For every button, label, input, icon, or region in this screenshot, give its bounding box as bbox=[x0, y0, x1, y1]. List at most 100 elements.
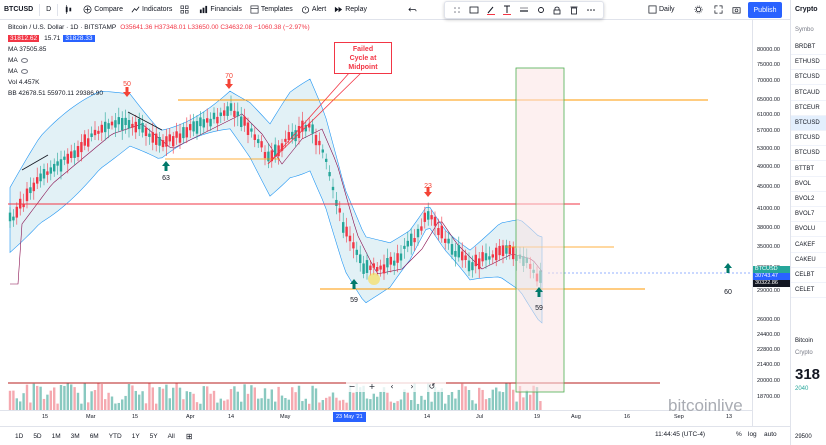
eye-icon[interactable] bbox=[20, 69, 28, 74]
interval-button[interactable]: D bbox=[46, 6, 52, 13]
legend-bb[interactable]: BB 42678.51 55970.11 29386.90 bbox=[8, 88, 268, 99]
templates-button[interactable]: Templates bbox=[246, 0, 297, 20]
range-1m[interactable]: 1M bbox=[51, 432, 61, 440]
range-5d[interactable]: 5D bbox=[33, 432, 42, 440]
trash-icon[interactable] bbox=[569, 5, 579, 15]
watchlist-item[interactable]: BTCUSD bbox=[791, 116, 826, 131]
time-axis[interactable]: 23 May '21 15 Mar 15 Apr 14 May 14 Jul 19 Aug 16 Se… bbox=[0, 410, 752, 426]
eye-icon[interactable] bbox=[20, 58, 28, 63]
volume-bar bbox=[138, 394, 141, 410]
legend-ma3[interactable]: MA bbox=[8, 66, 268, 77]
candle-body bbox=[216, 116, 219, 124]
range-all[interactable]: All bbox=[167, 432, 175, 440]
watchlist-item[interactable]: CAKEU bbox=[791, 253, 826, 268]
reset-icon[interactable]: ↺ bbox=[429, 382, 436, 391]
more-icon[interactable] bbox=[586, 5, 596, 15]
candle-body bbox=[253, 134, 256, 140]
watchlist-item[interactable]: BTCEUR bbox=[791, 101, 826, 116]
candle-body bbox=[450, 244, 454, 255]
range-1y[interactable]: 1Y bbox=[131, 432, 140, 440]
line-width-icon[interactable] bbox=[519, 5, 529, 15]
candle-body bbox=[481, 252, 484, 262]
candle-body bbox=[321, 149, 324, 153]
template-icon[interactable] bbox=[469, 5, 479, 15]
settings-button[interactable] bbox=[690, 0, 709, 20]
watchlist-item[interactable]: BTTBT bbox=[791, 162, 826, 177]
watchlist-title[interactable]: Crypto bbox=[795, 6, 818, 13]
watchlist-item[interactable]: BVOL2 bbox=[791, 192, 826, 207]
candle-body bbox=[342, 222, 345, 233]
buy-price[interactable]: 31828.33 bbox=[63, 35, 95, 42]
layout-dropdown[interactable]: Daily bbox=[644, 0, 679, 20]
snapshot-button[interactable] bbox=[728, 0, 747, 20]
candle-body bbox=[151, 132, 154, 143]
watchlist-item[interactable]: BTCUSD bbox=[791, 146, 826, 162]
replay-button[interactable]: Replay bbox=[330, 0, 371, 20]
publish-button[interactable]: Publish bbox=[748, 2, 782, 18]
range-3m[interactable]: 3M bbox=[70, 432, 80, 440]
failed-cycle-annotation[interactable]: Failed Cycle at Midpoint bbox=[334, 42, 392, 74]
zoom-out-icon[interactable]: − bbox=[349, 382, 356, 391]
drag-handle-icon[interactable] bbox=[452, 5, 462, 15]
line-color-icon[interactable] bbox=[486, 5, 496, 15]
volume-bar bbox=[539, 401, 542, 410]
percent-toggle[interactable]: % bbox=[736, 431, 742, 438]
price-chart[interactable]: 50 70 63 23 59 59 60 − + ‹ › ↺ bbox=[0, 20, 752, 410]
watchlist-item[interactable]: CAKEF bbox=[791, 238, 826, 253]
text-color-icon[interactable] bbox=[502, 5, 512, 15]
alert-button[interactable]: Alert bbox=[297, 0, 330, 20]
range-6m[interactable]: 6M bbox=[89, 432, 99, 440]
watchlist-item[interactable]: BVOL7 bbox=[791, 207, 826, 223]
watchlist-item[interactable]: CELBT bbox=[791, 268, 826, 283]
auto-toggle[interactable]: auto bbox=[764, 431, 777, 438]
clock-label[interactable]: 11:44:45 (UTC-4) bbox=[655, 431, 706, 438]
indicators-button[interactable]: Indicators bbox=[127, 0, 176, 20]
layout-grid-button[interactable] bbox=[176, 0, 195, 20]
candle-body bbox=[274, 144, 277, 157]
watchlist-item[interactable]: ETHUSD bbox=[791, 55, 826, 71]
fullscreen-button[interactable] bbox=[710, 0, 729, 20]
watchlist-header[interactable]: Symbo bbox=[795, 27, 814, 33]
watchlist-item[interactable]: CELET bbox=[791, 283, 826, 299]
undo-button[interactable] bbox=[404, 0, 423, 20]
calendar-icon[interactable]: ⊞ bbox=[185, 431, 193, 441]
scroll-right-icon[interactable]: › bbox=[410, 382, 413, 391]
legend-vol[interactable]: Vol 4.457K bbox=[8, 77, 268, 88]
candle-body bbox=[355, 249, 358, 255]
chart-pane[interactable]: 50 70 63 23 59 59 60 − + ‹ › ↺ bbox=[0, 20, 752, 426]
candle-body bbox=[185, 127, 188, 138]
scroll-left-icon[interactable]: ‹ bbox=[390, 382, 393, 391]
volume-bar bbox=[19, 401, 22, 410]
watchlist-item[interactable]: BRDBT bbox=[791, 40, 826, 55]
sell-price[interactable]: 31812.62 bbox=[8, 35, 40, 42]
compare-button[interactable]: Compare bbox=[79, 0, 127, 20]
legend-ma1[interactable]: MA 37505.85 bbox=[8, 44, 268, 55]
volume-bar bbox=[474, 403, 477, 410]
watchlist-item[interactable]: BVOL bbox=[791, 177, 826, 192]
chart-type-button[interactable] bbox=[60, 0, 79, 20]
templates-icon bbox=[250, 5, 259, 14]
volume-bar bbox=[444, 403, 447, 410]
log-toggle[interactable]: log bbox=[748, 431, 757, 438]
range-1d[interactable]: 1D bbox=[15, 432, 24, 440]
volume-bar bbox=[525, 390, 528, 410]
zoom-in-icon[interactable]: + bbox=[369, 382, 376, 391]
symbol-search[interactable]: BTCUSD bbox=[4, 6, 34, 13]
price-tick-label: 70000.00 bbox=[757, 78, 780, 84]
legend-ma2[interactable]: MA bbox=[8, 55, 268, 66]
range-ytd[interactable]: YTD bbox=[108, 432, 122, 440]
watchlist-item[interactable]: BTCUSD bbox=[791, 70, 826, 86]
candle-body bbox=[172, 136, 175, 147]
time-tick-label: Jul bbox=[476, 414, 484, 420]
lock-icon[interactable] bbox=[552, 5, 562, 15]
volume-bar bbox=[495, 387, 498, 410]
range-5y[interactable]: 5Y bbox=[149, 432, 158, 440]
watchlist-item[interactable]: BVOLU bbox=[791, 222, 826, 238]
bitcoinlive-watermark: bitcoinlive bbox=[668, 396, 743, 415]
volume-bar bbox=[359, 387, 362, 410]
watchlist-item[interactable]: BTCAUD bbox=[791, 86, 826, 101]
gear-icon[interactable] bbox=[536, 5, 546, 15]
financials-button[interactable]: Financials bbox=[195, 0, 246, 20]
watchlist-item[interactable]: BTCUSD bbox=[791, 131, 826, 147]
price-axis[interactable]: 80000.00 75000.00 70000.00 65000.00 61000.00… bbox=[752, 20, 791, 426]
